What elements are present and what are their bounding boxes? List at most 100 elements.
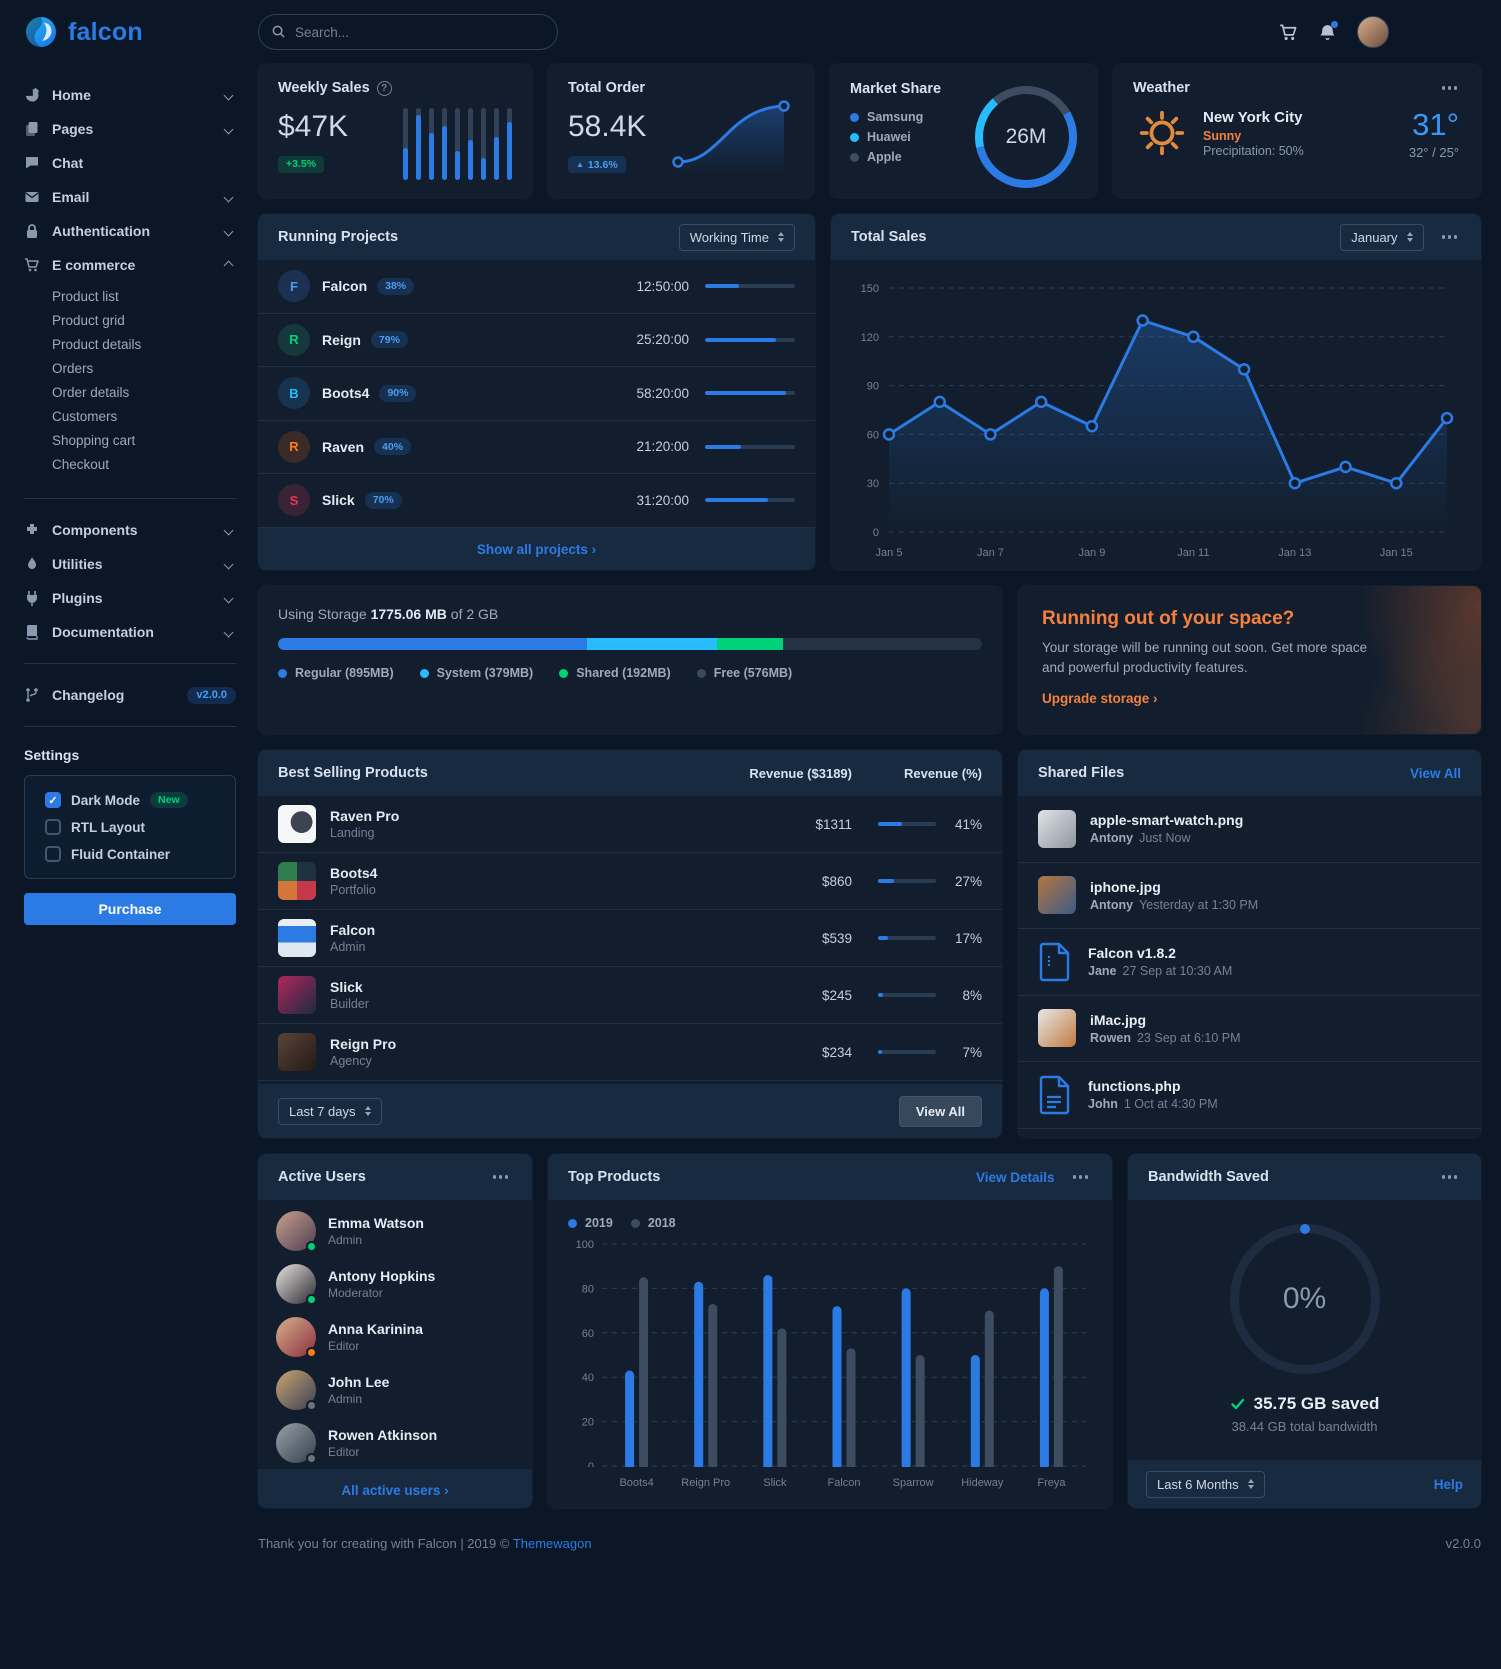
user-avatar [276, 1422, 317, 1464]
sidebar-item-order-details[interactable]: Order details [52, 384, 130, 400]
sidebar-item-product-details[interactable]: Product details [52, 336, 142, 352]
user-row[interactable]: Anna Karinina Editor [258, 1310, 532, 1363]
project-progress [705, 284, 795, 289]
weekly-sales-bar [468, 108, 473, 180]
sidebar-item-changelog[interactable]: Changelog v2.0.0 [24, 678, 236, 712]
storage-segment-system-379mb- [586, 638, 718, 650]
sidebar-item-email[interactable]: Email [24, 180, 236, 214]
month-select[interactable]: January [1340, 223, 1424, 251]
checkbox-icon[interactable] [45, 819, 61, 835]
upgrade-storage-link[interactable]: Upgrade storage › [1042, 690, 1158, 706]
product-name[interactable]: Falcon [330, 922, 376, 938]
product-progress [878, 1050, 936, 1054]
product-row: Reign Pro Agency $234 7% [258, 1024, 1002, 1081]
setting-rtl-layout[interactable]: RTL Layout [45, 819, 221, 835]
sidebar-item-authentication[interactable]: Authentication [24, 214, 236, 248]
sidebar-item-product-grid[interactable]: Product grid [52, 312, 125, 328]
sidebar-item-chat[interactable]: Chat [24, 146, 236, 180]
file-name: apple-smart-watch.png [1090, 812, 1244, 829]
help-icon[interactable]: ? [376, 80, 392, 96]
status-dot [306, 1346, 317, 1358]
working-time-select[interactable]: Working Time [678, 223, 795, 251]
bandwidth-title: Bandwidth Saved [1148, 1169, 1269, 1185]
sidebar-item-customers[interactable]: Customers [52, 408, 118, 424]
product-type: Builder [330, 997, 369, 1011]
legend-item-2019: 2019 [568, 1216, 613, 1230]
svg-text:Jan 11: Jan 11 [1177, 547, 1209, 559]
sidebar-item-orders[interactable]: Orders [52, 360, 94, 376]
pages-icon [24, 121, 40, 137]
product-name[interactable]: Slick [330, 979, 363, 995]
project-progress [705, 498, 795, 503]
file-time: Just Now [1139, 831, 1191, 846]
weather-menu-icon[interactable] [1438, 82, 1462, 94]
total-order-card: Total Order 58.4K ▲ 13.6% [548, 64, 814, 198]
themewagon-link[interactable]: Themewagon [512, 1536, 592, 1551]
product-progress [878, 822, 936, 826]
cart-icon[interactable] [1279, 23, 1298, 42]
file-row[interactable]: Falcon v1.8.2 Jane 27 Sep at 10:30 AM [1018, 929, 1481, 996]
help-link[interactable]: Help [1433, 1476, 1463, 1492]
storage-segment-regular-895mb- [278, 638, 587, 650]
sidebar-item-checkout[interactable]: Checkout [52, 456, 110, 472]
footer-credit: Thank you for creating with Falcon | 201… [258, 1536, 592, 1551]
product-name[interactable]: Reign Pro [330, 1036, 397, 1052]
sidebar-item-components[interactable]: Components [24, 513, 236, 547]
status-dot [306, 1240, 317, 1252]
sidebar-item-home[interactable]: Home [24, 78, 236, 112]
total-sales-menu-icon[interactable] [1438, 231, 1462, 243]
view-details-link[interactable]: View Details [975, 1169, 1055, 1185]
status-dot [306, 1452, 317, 1464]
sidebar-submenu: Product list Product grid Product details O… [24, 282, 236, 484]
sidebar-item-pages[interactable]: Pages [24, 112, 236, 146]
file-row[interactable]: iMac.jpg Rowen 23 Sep at 6:10 PM [1018, 996, 1481, 1062]
last-7-days-select[interactable]: Last 7 days [278, 1097, 382, 1125]
user-avatar[interactable] [1357, 16, 1389, 48]
sidebar-item-plugins[interactable]: Plugins [24, 581, 236, 615]
project-percent-badge: 40% [374, 438, 412, 456]
project-percent-badge: 79% [370, 331, 408, 349]
file-row[interactable]: functions.php John 1 Oct at 4:30 PM [1018, 1062, 1481, 1129]
product-name[interactable]: Boots4 [330, 865, 378, 881]
last-6-months-select[interactable]: Last 6 Months [1146, 1470, 1265, 1498]
sidebar-item-e-commerce[interactable]: E commerce [24, 248, 236, 282]
sidebar-item-shopping-cart[interactable]: Shopping cart [52, 432, 136, 448]
product-thumbnail [278, 976, 316, 1014]
top-products-menu-icon[interactable] [1069, 1171, 1093, 1183]
setting-fluid-container[interactable]: Fluid Container [45, 846, 221, 862]
sidebar-item-documentation[interactable]: Documentation [24, 615, 236, 649]
setting-dark-mode[interactable]: ✓ Dark Mode New [45, 792, 221, 808]
checkbox-icon[interactable]: ✓ [45, 792, 61, 808]
user-row[interactable]: John Lee Admin [258, 1363, 532, 1416]
user-row[interactable]: Antony Hopkins Moderator [258, 1257, 532, 1310]
user-row[interactable]: Rowen Atkinson Editor [258, 1416, 532, 1469]
product-thumbnail [278, 1033, 316, 1071]
space-title: Running out of your space? [1042, 608, 1295, 629]
chevron-down-icon [223, 525, 234, 535]
weekly-sales-bar [507, 108, 512, 180]
sidebar-divider [24, 726, 236, 727]
sidebar-item-product-list[interactable]: Product list [52, 288, 119, 304]
show-all-projects-link[interactable]: Show all projects › [476, 541, 597, 557]
weekly-sales-bar [494, 108, 499, 180]
search-input[interactable] [258, 14, 558, 50]
project-percent-badge: 70% [364, 491, 402, 509]
svg-text:Jan 9: Jan 9 [1078, 547, 1105, 559]
shared-files-view-all-link[interactable]: View All [1409, 765, 1461, 781]
view-all-button[interactable]: View All [898, 1095, 982, 1127]
checkbox-icon[interactable] [45, 846, 61, 862]
bell-icon[interactable] [1318, 20, 1338, 42]
active-users-menu-icon[interactable] [489, 1171, 513, 1183]
user-row[interactable]: Emma Watson Admin [258, 1204, 532, 1257]
all-active-users-link[interactable]: All active users › [341, 1482, 449, 1498]
purchase-button[interactable]: Purchase [24, 893, 236, 925]
email-icon [24, 189, 40, 205]
sidebar-item-utilities[interactable]: Utilities [24, 547, 236, 581]
sort-arrows-icon [364, 1106, 371, 1116]
bandwidth-menu-icon[interactable] [1438, 1171, 1462, 1183]
total-order-badge: ▲ 13.6% [568, 156, 626, 173]
product-name[interactable]: Raven Pro [330, 808, 400, 824]
file-row[interactable]: iphone.jpg Antony Yesterday at 1:30 PM [1018, 863, 1481, 929]
brand-logo[interactable]: falcon [24, 0, 236, 64]
file-row[interactable]: apple-smart-watch.png Antony Just Now [1018, 796, 1481, 863]
